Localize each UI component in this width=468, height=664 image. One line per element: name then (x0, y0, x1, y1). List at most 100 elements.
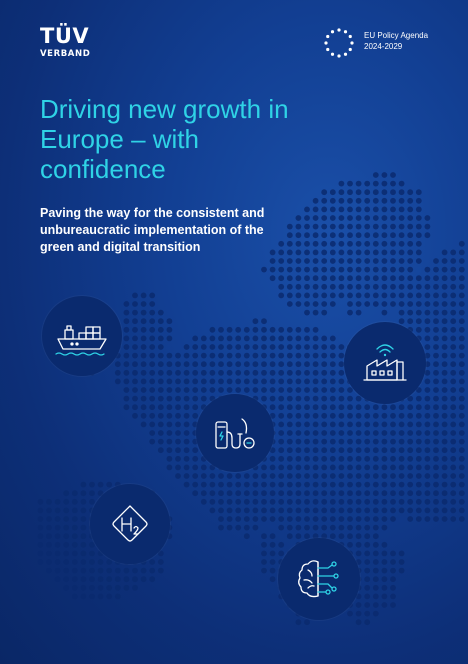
map-dot (355, 249, 362, 256)
map-dot (243, 344, 250, 350)
map-dot (149, 404, 156, 411)
map-dot (433, 283, 439, 290)
map-dot (364, 490, 371, 497)
map-dot (89, 541, 95, 548)
map-dot (381, 223, 388, 230)
map-dot (312, 533, 319, 540)
map-dot (269, 490, 276, 497)
map-dot (321, 421, 328, 428)
eu-star-icon (337, 54, 341, 58)
map-dot (175, 430, 181, 436)
map-dot (149, 292, 156, 299)
map-dot (269, 455, 276, 462)
map-dot (424, 215, 431, 221)
map-dot (424, 352, 431, 359)
map-dot (80, 524, 87, 531)
map-dot (338, 232, 345, 239)
map-dot (372, 232, 379, 239)
map-dot (450, 318, 457, 325)
map-dot (37, 498, 44, 505)
map-dot (433, 309, 439, 316)
map-dot (37, 550, 44, 557)
map-dot (312, 266, 319, 273)
map-dot (80, 490, 87, 497)
map-dot (235, 490, 242, 497)
map-dot (415, 326, 422, 333)
map-dot (278, 464, 285, 471)
map-dot (338, 507, 345, 514)
map-dot (381, 421, 388, 428)
map-dot (140, 326, 147, 333)
map-dot (424, 455, 431, 462)
map-dot (355, 421, 362, 428)
map-dot (381, 292, 388, 299)
map-dot (433, 258, 439, 264)
map-dot (321, 533, 328, 540)
map-dot (329, 395, 336, 402)
map-dot (424, 490, 431, 497)
map-dot (441, 447, 448, 454)
map-dot (140, 292, 147, 299)
map-dot (312, 232, 319, 239)
map-dot (372, 584, 379, 591)
map-dot (157, 404, 164, 411)
map-dot (123, 326, 130, 333)
map-dot (329, 438, 336, 445)
map-dot (261, 361, 267, 368)
map-dot (304, 352, 310, 359)
map-dot (114, 576, 121, 583)
map-dot (192, 464, 199, 471)
map-dot (458, 481, 465, 488)
map-dot (347, 223, 353, 230)
map-dot (321, 223, 328, 230)
map-dot (441, 344, 448, 350)
map-dot (321, 516, 328, 522)
map-dot (415, 516, 422, 522)
map-dot (355, 524, 362, 531)
map-dot (132, 369, 138, 376)
map-dot (200, 395, 207, 402)
map-dot (295, 266, 302, 273)
map-dot (304, 266, 310, 273)
map-dot (347, 258, 353, 264)
map-dot (304, 292, 310, 299)
eu-star-icon (343, 52, 348, 56)
map-dot (226, 498, 233, 505)
map-dot (286, 516, 293, 522)
map-dot (458, 412, 465, 419)
map-dot (243, 524, 250, 531)
map-dot (321, 266, 328, 273)
map-dot (458, 335, 465, 342)
map-dot (321, 455, 328, 462)
map-dot (347, 404, 353, 411)
map-dot (321, 189, 328, 196)
map-dot (321, 301, 328, 307)
map-dot (390, 301, 396, 307)
map-dot (441, 309, 448, 316)
map-dot (149, 369, 156, 376)
map-dot (63, 498, 70, 505)
map-dot (355, 232, 362, 239)
map-dot (166, 464, 173, 471)
map-dot (123, 352, 130, 359)
map-dot (355, 533, 362, 540)
map-dot (123, 395, 130, 402)
map-dot (364, 464, 371, 471)
map-dot (390, 266, 396, 273)
map-dot (157, 567, 164, 574)
map-dot (372, 610, 379, 617)
map-dot (364, 421, 371, 428)
map-dot (278, 361, 285, 368)
map-dot (347, 533, 353, 540)
map-dot (312, 430, 319, 436)
map-dot (458, 240, 465, 247)
map-dot (372, 559, 379, 565)
map-dot (433, 412, 439, 419)
map-dot (338, 275, 345, 282)
map-dot (338, 249, 345, 256)
map-dot (312, 438, 319, 445)
map-dot (321, 232, 328, 239)
map-dot (407, 318, 414, 325)
map-dot (364, 602, 371, 608)
map-dot (338, 215, 345, 221)
